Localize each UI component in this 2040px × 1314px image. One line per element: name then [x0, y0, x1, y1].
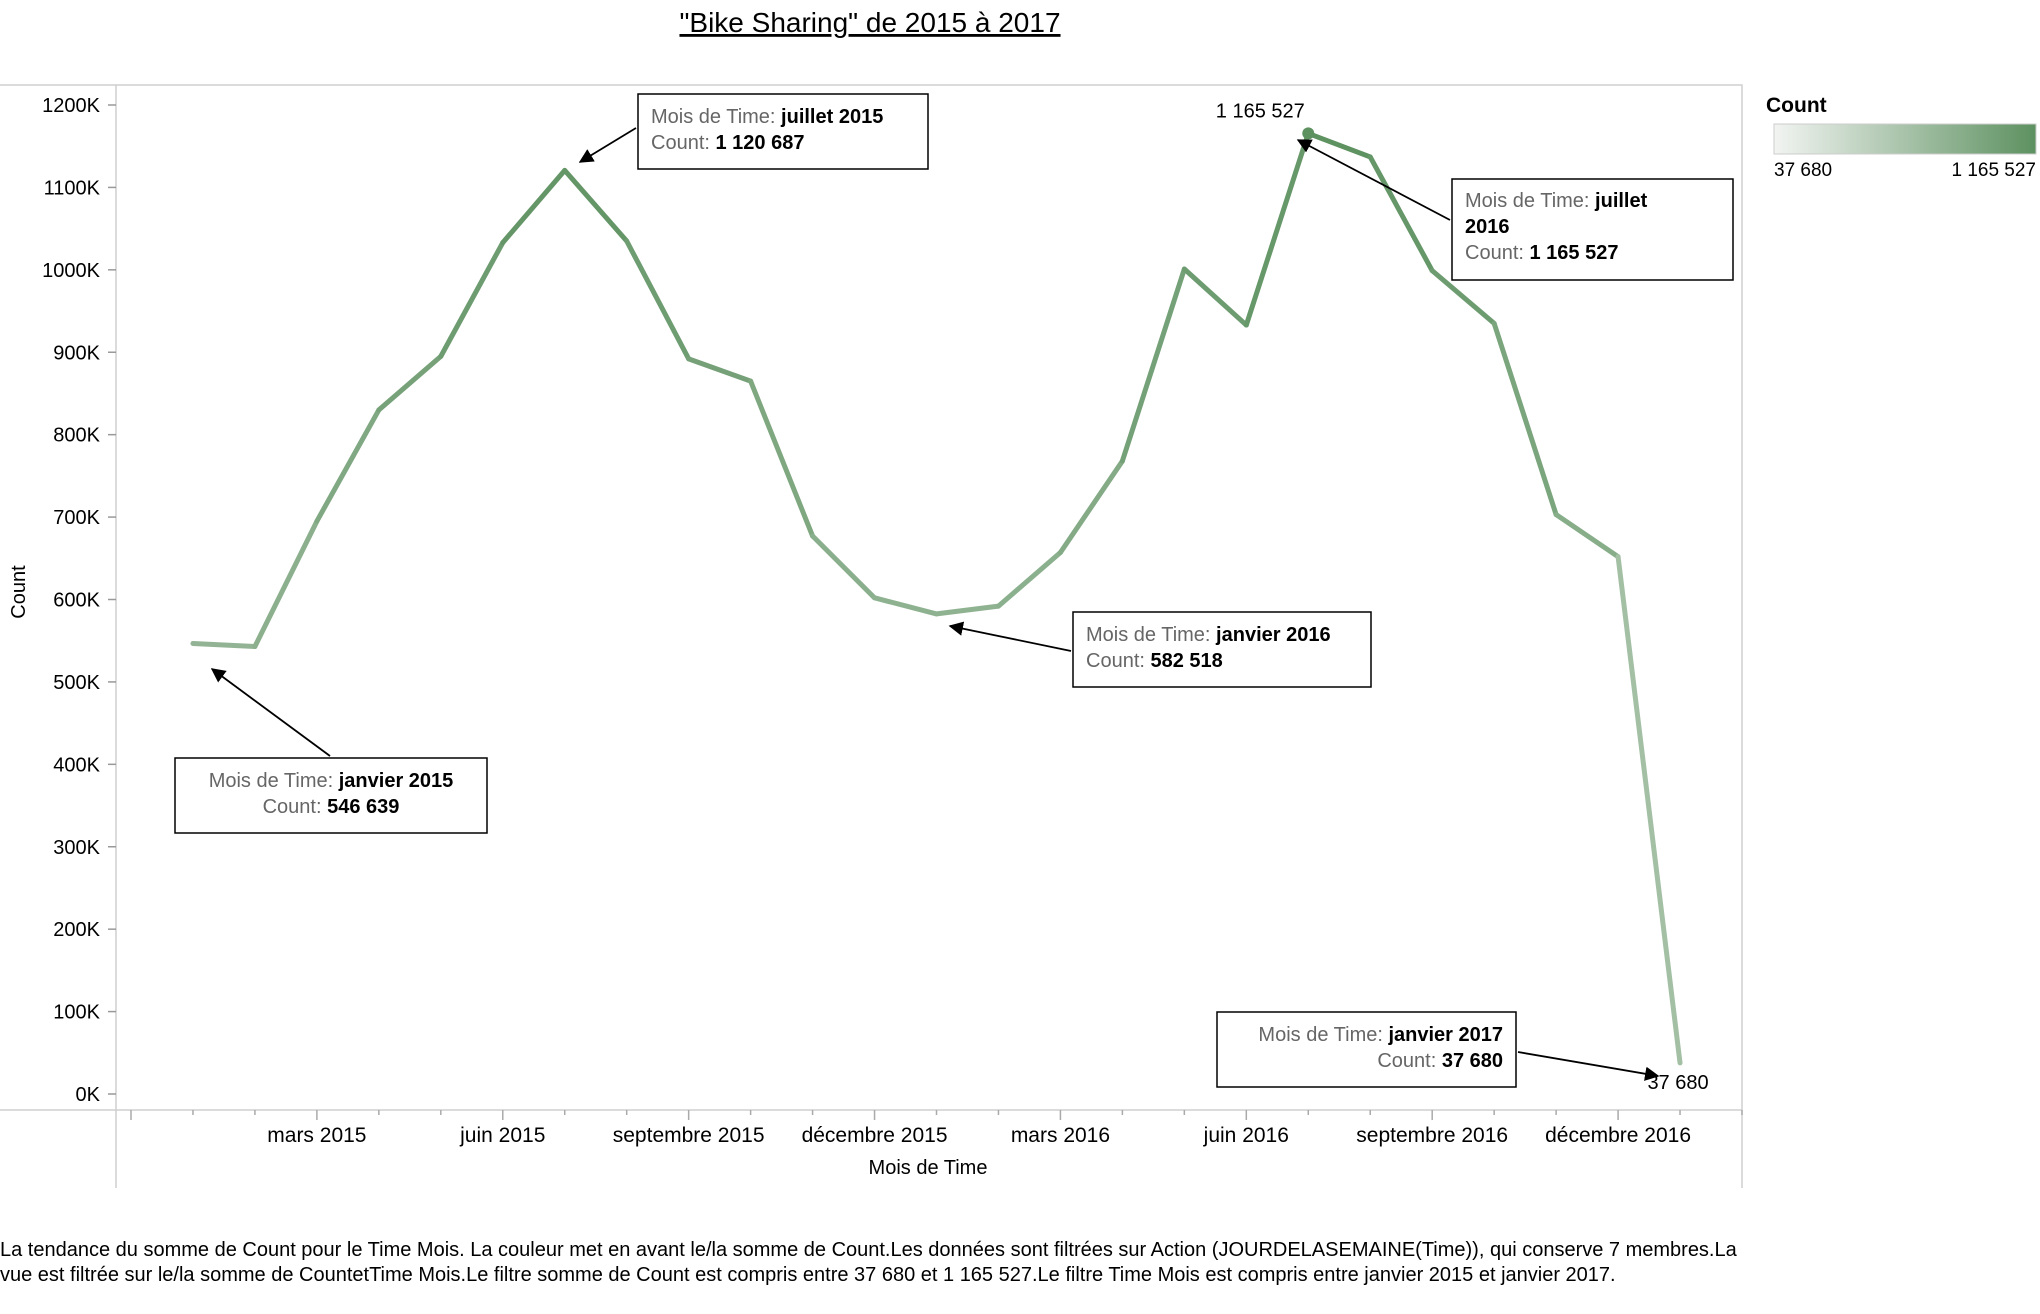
- y-tick-label: 300K: [53, 837, 100, 859]
- x-tick-label: mars 2015: [267, 1124, 366, 1147]
- annotation-box: [1451, 178, 1734, 281]
- chart-title: "Bike Sharing" de 2015 à 2017: [679, 7, 1060, 38]
- line-segment: [995, 550, 1063, 609]
- annotation-callout: Mois de Time: juillet 2016 Count: 1 165 52…: [1296, 139, 1734, 281]
- y-tick-label: 600K: [53, 590, 100, 612]
- x-tick-label: décembre 2015: [802, 1124, 948, 1147]
- y-tick-label: 200K: [53, 919, 100, 941]
- line-segment: [1181, 266, 1249, 328]
- legend-title: Count: [1766, 94, 1827, 117]
- line-segment: [1491, 320, 1559, 518]
- line-segment: [872, 595, 939, 617]
- annotation-text: Count: 546 639: [263, 796, 400, 818]
- line-segment: [686, 356, 754, 384]
- annotation-callout: Mois de Time: juillet 2015 Count: 1 120 6…: [578, 93, 929, 170]
- line-segment: [562, 167, 630, 244]
- line-segment: [1057, 458, 1125, 556]
- x-axis: mars 2015 juin 2015 septembre 2015 décembre…: [130, 1110, 1743, 1147]
- annotation-box: [1216, 1011, 1517, 1088]
- x-axis-title: Mois de Time: [869, 1157, 988, 1179]
- x-tick-label: décembre 2016: [1545, 1124, 1691, 1147]
- line-segment: [1553, 512, 1621, 560]
- legend-min-label: 37 680: [1774, 160, 1832, 181]
- annotation-text: Mois de Time: juillet: [1465, 190, 1648, 212]
- annotation-text: Count: 1 120 687: [651, 132, 804, 154]
- annotation-callout: Mois de Time: janvier 2016 Count: 582 518: [948, 611, 1372, 688]
- annotation-box: [637, 93, 929, 170]
- annotations: Mois de Time: juillet 2015 Count: 1 120 6…: [174, 93, 1734, 1088]
- x-tick-label: septembre 2015: [613, 1124, 765, 1147]
- point-labels: 1 165 527 37 680: [1216, 100, 1709, 1094]
- annotation-text: 2016: [1465, 216, 1510, 238]
- x-tick-label: juin 2015: [459, 1124, 545, 1147]
- line-segment: [190, 640, 258, 649]
- point-label: 1 165 527: [1216, 100, 1305, 122]
- legend-max-label: 1 165 527: [1951, 160, 2036, 181]
- annotation-text: Mois de Time: janvier 2015: [209, 770, 454, 792]
- line-segment: [1429, 268, 1497, 326]
- y-tick-label: 1000K: [42, 260, 100, 282]
- annotation-arrow: [1517, 1051, 1660, 1081]
- y-tick-label: 0K: [76, 1084, 101, 1106]
- chart-caption: La tendance du somme de Count pour le Ti…: [0, 1239, 1737, 1286]
- line-segment: [1119, 266, 1187, 464]
- line-segment: [810, 533, 878, 601]
- annotation-box: [174, 757, 488, 834]
- annotation-callout: Mois de Time: janvier 2017 Count: 37 680: [1216, 1011, 1660, 1088]
- annotation-text: Count: 37 680: [1377, 1050, 1503, 1072]
- line-segment: [1243, 130, 1311, 328]
- annotation-arrow: [948, 621, 1072, 652]
- line-segment: [500, 167, 568, 246]
- annotation-text: Mois de Time: juillet 2015: [651, 106, 883, 128]
- annotation-text: Count: 582 518: [1086, 650, 1223, 672]
- x-tick-label: juin 2016: [1203, 1124, 1289, 1147]
- annotation-callout: Mois de Time: janvier 2015 Count: 546 639: [174, 668, 488, 834]
- y-tick-label: 700K: [53, 507, 100, 529]
- plot-frame: [0, 84, 1743, 1188]
- legend: Count 37 680 1 165 527: [1766, 94, 2037, 181]
- line-segment: [1367, 154, 1435, 274]
- y-axis-title: Count: [8, 565, 30, 619]
- legend-gradient-bar: [1773, 123, 2037, 155]
- y-axis: 0K 100K 200K 300K 400K 500K 600K 700K 800K 900K 10…: [42, 95, 116, 1106]
- x-tick-label: mars 2016: [1011, 1124, 1110, 1147]
- annotation-box: [1072, 611, 1372, 688]
- annotation-text: Mois de Time: janvier 2016: [1086, 624, 1331, 646]
- annotation-arrow: [210, 668, 331, 757]
- max-point-marker: [1302, 127, 1315, 140]
- line-segment: [252, 518, 320, 649]
- annotation-arrow: [1296, 139, 1451, 221]
- y-tick-label: 900K: [53, 342, 100, 364]
- line-segment: [934, 603, 1001, 617]
- y-tick-label: 100K: [53, 1002, 100, 1024]
- line-segment: [1305, 130, 1373, 160]
- y-tick-label: 800K: [53, 425, 100, 447]
- line-segment: [314, 407, 382, 524]
- line-segment: [1615, 554, 1683, 1066]
- y-tick-label: 1100K: [44, 177, 101, 199]
- x-tick-label: septembre 2016: [1356, 1124, 1508, 1147]
- line-segment: [376, 353, 444, 413]
- point-label: 37 680: [1647, 1072, 1708, 1094]
- series-line: [190, 127, 1683, 1066]
- annotation-text: Count: 1 165 527: [1465, 242, 1618, 264]
- line-chart: "Bike Sharing" de 2015 à 2017 0K 100K 200K…: [0, 7, 2037, 1188]
- y-tick-label: 500K: [53, 672, 100, 694]
- line-segment: [438, 240, 506, 359]
- y-tick-label: 1200K: [42, 95, 100, 117]
- annotation-arrow: [578, 127, 637, 163]
- line-segment: [624, 238, 692, 362]
- y-tick-label: 400K: [53, 754, 100, 776]
- plot-area-border: [115, 84, 1743, 1111]
- line-segment: [748, 378, 816, 539]
- annotation-text: Mois de Time: janvier 2017: [1258, 1024, 1503, 1046]
